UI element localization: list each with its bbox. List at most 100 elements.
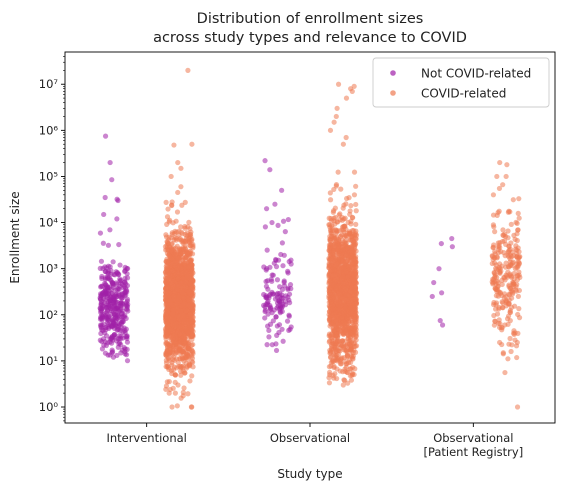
data-point [337,217,343,223]
data-point [491,270,498,276]
data-point [499,263,505,269]
data-point [178,265,184,272]
data-point [326,339,332,345]
data-point [494,212,500,218]
data-point [106,275,112,281]
data-point [439,290,445,296]
data-point [352,311,358,317]
data-point [352,242,358,248]
data-point [340,243,346,249]
data-point [115,344,121,350]
data-point [436,266,442,272]
data-point [334,228,340,234]
data-point [170,354,177,360]
data-point [272,296,279,302]
data-point [164,256,170,262]
data-point [183,365,190,371]
data-point [350,215,356,221]
data-point [506,283,512,290]
data-point [348,203,354,209]
data-point [189,271,195,277]
data-point [189,251,196,257]
data-point [498,249,504,255]
y-axis-label: Enrollment size [8,191,22,283]
data-point [510,281,517,287]
data-point [505,228,511,234]
data-point [163,364,169,370]
data-point [164,239,171,245]
data-point [495,244,502,250]
data-point [353,236,359,242]
legend[interactable]: Not COVID-related COVID-related [372,57,550,108]
data-point [189,141,195,147]
data-point [351,295,357,302]
data-point [262,315,268,321]
data-point [165,289,171,296]
data-point [336,238,342,244]
data-point [333,318,339,324]
data-point [279,187,285,193]
data-point [330,306,336,312]
data-point [327,197,334,203]
data-point [331,375,337,381]
data-point [262,308,268,315]
data-point [326,257,333,264]
data-point [336,248,343,254]
data-point [110,281,116,287]
data-point [336,307,342,313]
data-point [449,244,455,250]
data-point [514,220,520,227]
data-point [185,391,191,397]
x-tick-label: Observational [433,431,513,445]
data-point [164,309,171,316]
data-point [181,246,187,252]
data-point [170,293,177,300]
data-point [494,274,500,281]
data-point [280,263,286,269]
data-point [271,260,277,266]
data-point [500,232,506,238]
data-point [98,293,104,299]
data-point [494,173,500,180]
data-point [102,264,108,270]
data-point [513,288,519,294]
data-point [174,287,180,293]
data-point [124,271,130,277]
data-point [342,215,348,221]
data-point [179,356,185,362]
data-point [491,224,497,230]
data-point [500,182,506,188]
data-point [279,308,285,315]
data-point [115,197,121,204]
data-point [184,250,190,257]
data-point [99,273,105,280]
data-point [167,297,173,303]
data-point [263,293,269,299]
data-point [516,315,523,321]
data-point [340,295,346,301]
data-point [188,318,194,325]
data-point [327,238,333,244]
data-point [344,246,350,252]
data-point [348,310,354,316]
data-point [169,199,175,205]
data-point [339,338,345,344]
data-point [175,189,181,196]
data-point [184,273,191,280]
data-point [266,334,272,340]
data-point [327,354,334,361]
data-point [100,240,106,246]
data-point [345,380,351,386]
x-axis-label: Study type [277,467,342,481]
y-axis: 10⁰ 10¹ 10² 10³ 10⁴ 10⁵ 10⁶ 10⁷ [39,56,65,422]
data-point [284,318,291,324]
data-point [343,134,349,141]
data-point [97,337,103,343]
data-point [187,226,193,232]
data-point [332,371,338,377]
data-point [330,209,336,215]
data-point [329,282,335,288]
data-point [516,260,522,266]
chart-title: Distribution of enrollment sizes across s… [153,11,467,46]
data-point [275,222,281,229]
